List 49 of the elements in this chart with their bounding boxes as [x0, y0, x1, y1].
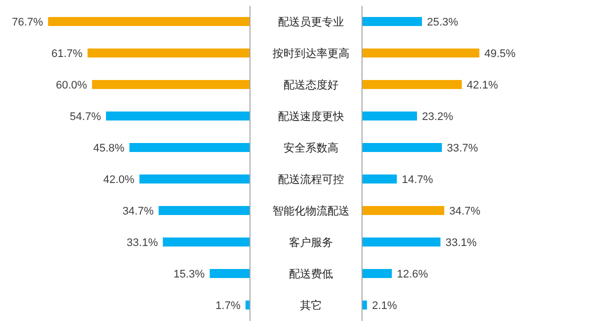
- bar: [139, 174, 250, 184]
- y-tick-label: 智能化物流配送: [272, 204, 350, 218]
- data-label: 42.1%: [466, 79, 498, 92]
- bar: [362, 269, 392, 278]
- data-label: 2.1%: [372, 300, 398, 312]
- data-label: 49.5%: [484, 48, 516, 60]
- y-tick-label: 配送流程可控: [278, 173, 344, 186]
- y-tick-label: 配送员更专业: [278, 16, 344, 29]
- data-label: 54.7%: [70, 110, 102, 123]
- y-tick-label: 配送态度好: [284, 78, 338, 92]
- bar: [362, 80, 462, 90]
- data-label: 1.7%: [215, 300, 241, 312]
- data-label: 34.7%: [122, 205, 154, 218]
- data-label: 33.7%: [446, 142, 478, 154]
- y-tick-label: 其它: [300, 299, 322, 312]
- y-tick-label: 安全系数高: [284, 142, 338, 155]
- data-label: 25.3%: [426, 16, 458, 28]
- bar: [106, 112, 250, 121]
- data-label: 61.7%: [51, 48, 83, 60]
- bar: [129, 143, 250, 152]
- bar: [210, 269, 250, 278]
- data-label: 12.6%: [396, 268, 428, 280]
- data-label: 42.0%: [103, 174, 135, 186]
- data-label: 14.7%: [402, 174, 434, 186]
- data-label: 34.7%: [449, 205, 481, 218]
- data-label: 23.2%: [422, 110, 454, 123]
- bar: [162, 238, 250, 247]
- bar: [362, 17, 422, 26]
- bar: [362, 174, 397, 184]
- y-tick-label: 配送速度更快: [278, 110, 344, 124]
- data-label: 15.3%: [174, 268, 205, 280]
- data-label: 76.7%: [12, 16, 44, 28]
- bar: [362, 238, 440, 247]
- bar: [362, 143, 442, 152]
- data-label: 33.1%: [126, 236, 158, 249]
- bar: [158, 206, 250, 216]
- data-label: 33.1%: [445, 236, 477, 249]
- y-tick-label: 客户服务: [289, 236, 333, 250]
- data-label: 60.0%: [56, 79, 88, 92]
- bar: [88, 48, 250, 58]
- y-tick-label: 配送费低: [289, 268, 333, 281]
- bar: [48, 17, 250, 26]
- bar: [362, 206, 444, 216]
- data-label: 45.8%: [93, 142, 125, 154]
- bar: [362, 48, 480, 58]
- y-tick-label: 按时到达率更高: [272, 47, 350, 60]
- bar: [92, 80, 250, 90]
- bar: [362, 300, 367, 310]
- bar: [362, 112, 417, 121]
